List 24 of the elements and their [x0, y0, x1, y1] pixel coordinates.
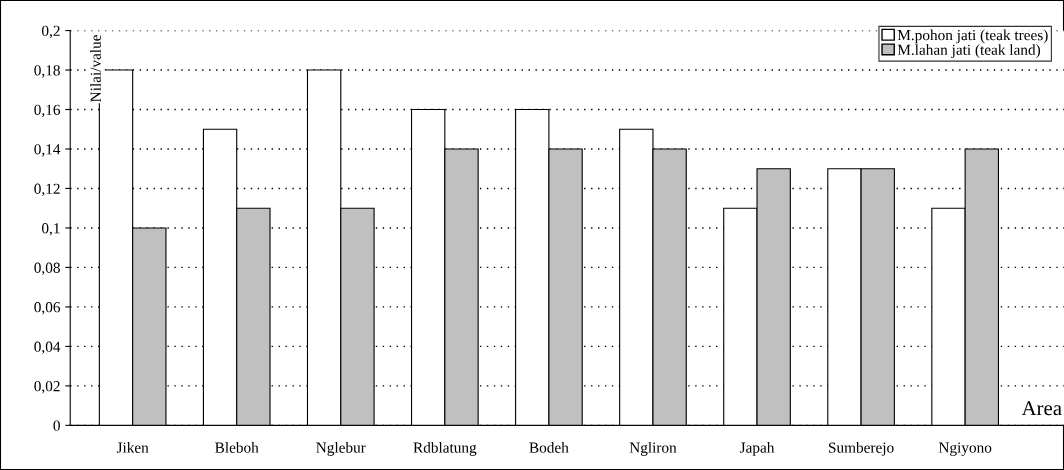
y-tick-label: 0,18 — [34, 65, 60, 78]
x-tick-label: Nglebur — [316, 442, 366, 456]
y-tick-label: 0,1 — [41, 223, 60, 236]
y-tick-label: 0,08 — [34, 262, 60, 276]
x-axis-title: Area — [1021, 401, 1062, 416]
x-tick-label: Bleboh — [215, 442, 259, 453]
x-tick-label: Ngliron — [629, 442, 677, 456]
y-tick-label: 0,2 — [41, 25, 60, 39]
x-tick-label: Rdblatung — [413, 442, 477, 456]
y-tick-label: 0,02 — [34, 381, 60, 394]
legend-label: M.lahan jati (teak land) — [897, 44, 1041, 59]
x-tick-label: Jiken — [116, 442, 149, 453]
x-tick-label: Japah — [739, 442, 775, 456]
x-tick-label: Sumberejo — [829, 442, 894, 456]
y-tick-label: 0,06 — [34, 302, 61, 315]
y-tick-label: 0,16 — [34, 104, 61, 118]
x-tick-label: Bodeh — [529, 442, 569, 453]
legend-label: M.pohon jati (teak trees) — [897, 29, 1048, 44]
y-tick-label: 0,12 — [34, 183, 60, 197]
y-tick-label: 0 — [53, 420, 60, 431]
y-axis-title: Nilai/value — [90, 35, 101, 102]
y-tick-label: 0,14 — [34, 144, 61, 157]
y-tick-label: 0,04 — [34, 341, 61, 355]
x-tick-label: Ngiyono — [938, 442, 992, 456]
